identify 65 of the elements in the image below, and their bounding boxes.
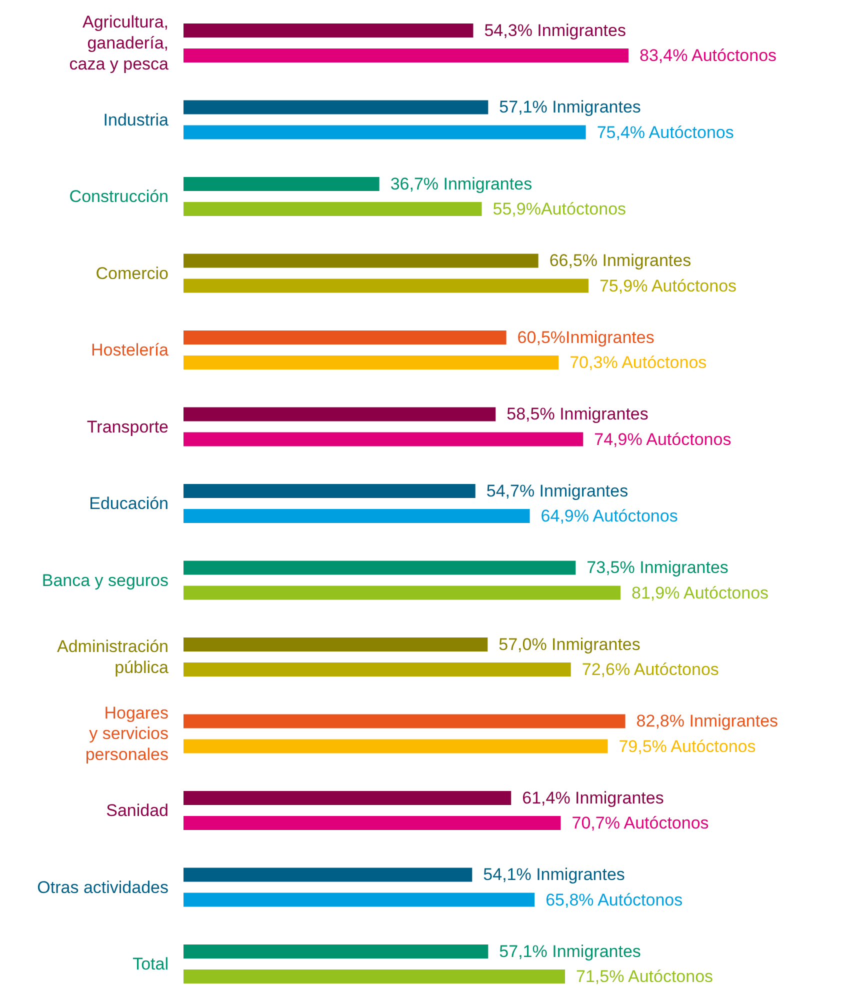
bar <box>184 330 506 344</box>
bar <box>184 254 538 268</box>
data-label: 36,7% Inmigrantes <box>390 174 532 194</box>
data-label: 72,6% Autóctonos <box>582 660 719 680</box>
bar <box>184 176 380 191</box>
data-label: 54,7% Inmigrantes <box>486 481 628 500</box>
data-label: 82,8% Inmigrantes <box>636 712 778 731</box>
bar <box>184 970 566 984</box>
data-label: 75,4% Autóctonos <box>596 122 734 142</box>
bar <box>184 662 571 677</box>
data-label: 75,9% Autóctonos <box>599 276 737 296</box>
y-tick-label: Agricultura, ganadería, caza y pesca <box>69 12 170 74</box>
y-tick-label: Transporte <box>86 417 169 436</box>
data-label: 81,9% Autóctonos <box>631 583 769 602</box>
data-label: 73,5% Inmigrantes <box>586 558 728 578</box>
bar <box>184 892 535 907</box>
bar <box>184 48 628 63</box>
bar <box>184 432 584 446</box>
bar <box>184 125 586 140</box>
bar <box>184 100 488 114</box>
bar <box>184 816 561 830</box>
bar <box>184 278 588 293</box>
data-label: 65,8% Autóctonos <box>546 890 683 910</box>
y-tick-label: Sanidad <box>106 801 168 820</box>
data-label: 61,4% Inmigrantes <box>522 788 664 808</box>
data-label: 55,9%Autóctonos <box>492 200 626 219</box>
bar <box>184 868 472 882</box>
bar <box>184 356 559 370</box>
data-label: 57,0% Inmigrantes <box>498 634 640 654</box>
bar <box>184 944 488 958</box>
y-tick-label: Administración pública <box>57 637 170 677</box>
bar <box>184 637 488 652</box>
y-tick-label: Construcción <box>69 187 169 206</box>
bar <box>184 790 512 805</box>
data-label: 70,3% Autóctonos <box>570 353 707 372</box>
bar <box>184 23 474 38</box>
y-tick-label: Hostelería <box>91 340 170 360</box>
bar <box>184 560 576 575</box>
data-label: 66,5% Inmigrantes <box>549 251 692 270</box>
bar <box>184 739 608 754</box>
data-label: 54,1% Inmigrantes <box>483 865 625 884</box>
data-label: 83,4% Autóctonos <box>640 46 777 66</box>
y-tick-label: Educación <box>89 494 168 513</box>
data-label: 64,9% Autóctonos <box>540 506 678 526</box>
y-tick-label: Comercio <box>96 264 169 283</box>
data-label: 54,3% Inmigrantes <box>484 20 626 40</box>
data-label: 58,5% Inmigrantes <box>506 404 648 424</box>
y-tick-label: Total <box>132 954 169 974</box>
bar <box>184 714 626 728</box>
bar <box>184 202 482 216</box>
y-tick-label: Otras actividades <box>37 878 169 897</box>
y-tick-label: Banca y seguros <box>42 570 169 590</box>
data-label: 60,5%Inmigrantes <box>517 328 654 347</box>
data-label: 74,9% Autóctonos <box>594 430 732 449</box>
y-tick-label: Industria <box>103 110 170 130</box>
bar <box>184 484 476 498</box>
data-label: 57,1% Inmigrantes <box>499 942 641 961</box>
data-label: 71,5% Autóctonos <box>576 967 714 986</box>
bar <box>184 586 620 600</box>
data-label: 57,1% Inmigrantes <box>499 98 641 117</box>
bar <box>184 407 496 422</box>
bar <box>184 509 530 524</box>
data-label: 70,7% Autóctonos <box>572 814 709 833</box>
y-tick-label: Hogares y servicios personales <box>85 703 169 764</box>
data-label: 79,5% Autóctonos <box>618 736 756 756</box>
